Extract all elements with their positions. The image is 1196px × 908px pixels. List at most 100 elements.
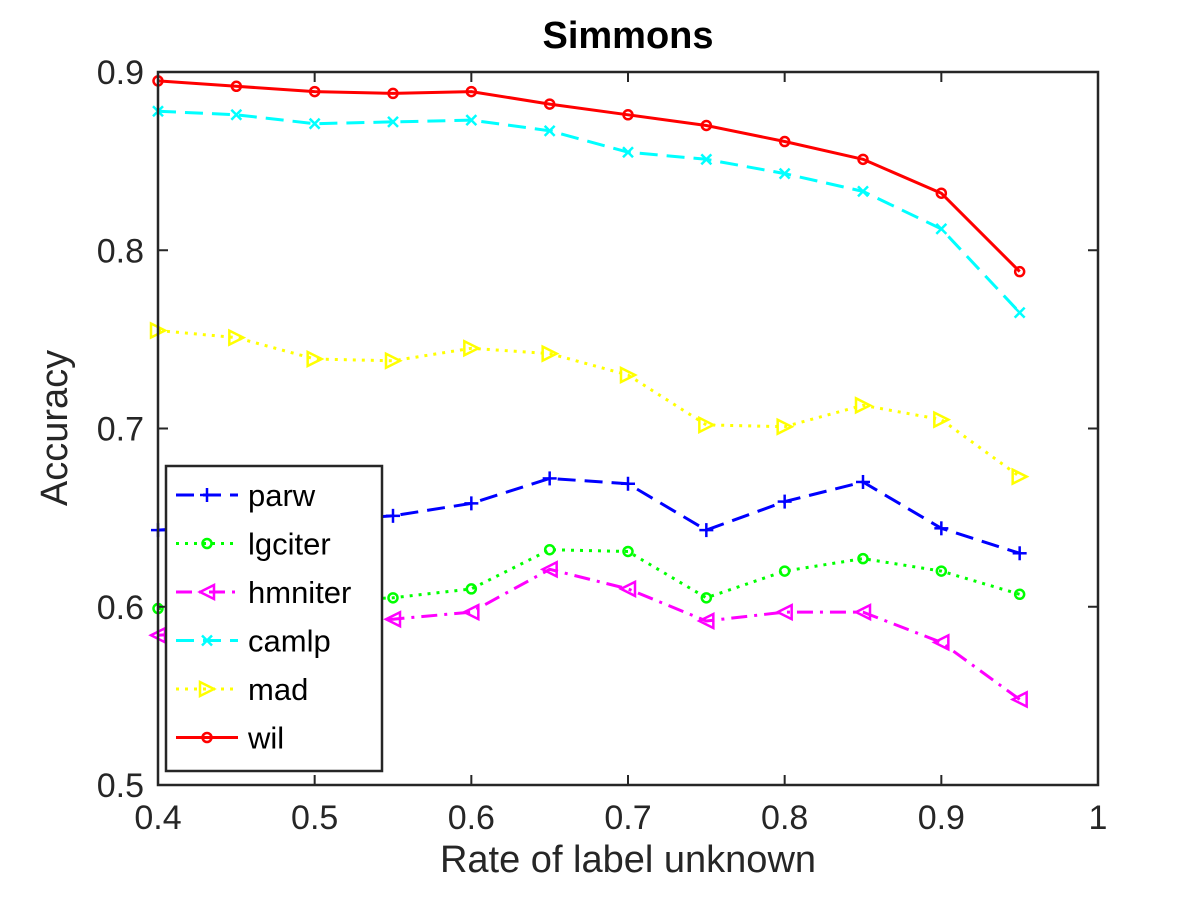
data-point-camlp-9 [857,185,869,198]
legend: parw lgciter hmniter camlp mad wil [164,464,384,773]
data-point-wil-6 [622,109,634,121]
legend-box [164,464,384,773]
data-point-mad-3 [384,351,403,370]
series-layer [148,75,1030,709]
data-point-wil-1 [230,80,243,93]
data-point-parw-6 [621,476,635,491]
data-point-camlp-7 [700,153,713,166]
data-point-lgciter-7 [700,592,713,604]
legend-label-hmniter: hmniter [248,575,351,610]
x-tick-label: 0.9 [918,799,965,837]
legend-label-parw: parw [248,478,316,513]
data-point-wil-2 [308,85,321,98]
chart-title: Simmons [542,15,713,57]
data-point-hmniter-7 [696,611,715,631]
series-mad [149,321,1030,486]
legend-item-camlp: camlp [176,624,331,659]
data-point-parw-5 [542,471,557,486]
data-point-lgciter-11 [1013,588,1026,601]
data-point-camlp-2 [308,117,321,130]
x-tick-label: 1 [1089,799,1108,837]
data-point-lgciter-4 [465,583,478,595]
data-point-parw-3 [386,508,400,523]
data-point-hmniter-5 [539,560,558,579]
y-tick-label: 0.5 [97,767,144,805]
legend-label-mad: mad [248,672,308,707]
data-point-wil-8 [778,135,791,148]
data-point-mad-5 [541,344,560,363]
data-point-lgciter-5 [543,543,556,556]
x-tick-label: 0.5 [291,799,338,837]
data-point-wil-5 [543,98,556,110]
y-tick-label: 0.9 [97,54,144,92]
series-line-wil [157,79,1021,273]
x-tick-label: 0.6 [448,799,495,837]
data-point-parw-7 [699,523,714,538]
x-tick-label: 0.8 [761,799,808,837]
legend-marker-lgciter [201,537,213,550]
legend-marker-parw [200,488,214,502]
data-point-hmniter-8 [774,603,793,622]
data-point-hmniter-4 [461,603,480,622]
data-point-camlp-6 [622,146,634,159]
data-point-camlp-4 [465,114,478,127]
legend-marker-wil [201,731,213,744]
data-point-lgciter-9 [857,552,869,565]
y-tick-label: 0.6 [97,589,144,627]
legend-item-hmniter: hmniter [176,575,351,610]
data-point-parw-10 [934,521,949,536]
data-point-wil-9 [857,153,869,166]
data-point-hmniter-6 [618,579,637,598]
legend-item-lgciter: lgciter [176,527,331,562]
series-camlp [152,105,1026,319]
legend-marker-hmniter [197,582,216,602]
data-point-mad-11 [1011,467,1030,486]
data-point-lgciter-8 [778,565,791,577]
data-point-camlp-8 [778,167,791,180]
legend-marker-camlp [201,634,213,647]
data-point-wil-7 [700,119,713,132]
data-point-lgciter-3 [387,592,399,604]
data-point-camlp-5 [543,124,556,137]
data-point-hmniter-3 [383,610,402,629]
legend-marker-mad [198,679,217,699]
data-point-mad-2 [306,349,325,369]
legend-item-parw: parw [176,478,316,513]
legend-label-wil: wil [247,721,284,756]
axis-ticks: 0.4 0.5 0.6 0.7 0.8 0.9 10.50.60.70.80.9 [97,54,1108,837]
data-point-hmniter-11 [1009,690,1028,709]
data-point-hmniter-9 [853,603,872,622]
x-axis-label: Rate of label unknown [440,839,816,881]
data-point-mad-4 [463,339,482,358]
data-point-parw-4 [464,496,479,511]
data-point-wil-11 [1013,265,1026,278]
legend-item-wil: wil [176,721,284,756]
data-point-camlp-3 [387,116,399,128]
data-point-mad-8 [776,417,795,436]
data-point-camlp-1 [230,108,243,121]
series-line-mad [157,329,1021,478]
x-tick-label: 0.7 [604,799,651,837]
y-axis-label: Accuracy [34,350,76,506]
data-point-parw-8 [777,494,792,509]
data-point-mad-7 [698,415,717,434]
series-line-camlp [157,109,1021,314]
data-point-camlp-11 [1013,306,1026,319]
data-point-wil-4 [465,85,478,98]
legend-label-lgciter: lgciter [248,527,331,562]
y-tick-label: 0.7 [97,411,144,449]
data-point-parw-9 [856,474,870,489]
data-point-mad-9 [854,396,873,415]
data-point-wil-10 [935,187,948,199]
x-tick-label: 0.4 [134,799,181,837]
y-tick-label: 0.8 [97,232,144,270]
data-point-mad-10 [933,410,952,429]
data-point-lgciter-10 [935,565,948,577]
data-point-camlp-10 [935,222,948,235]
data-point-lgciter-6 [622,545,634,558]
data-point-hmniter-10 [931,633,950,652]
data-point-mad-1 [228,328,247,347]
legend-label-camlp: camlp [248,624,331,659]
data-point-wil-3 [387,87,399,100]
